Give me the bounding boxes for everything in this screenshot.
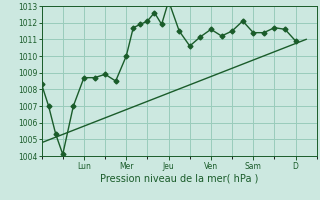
X-axis label: Pression niveau de la mer( hPa ): Pression niveau de la mer( hPa ) [100, 173, 258, 183]
